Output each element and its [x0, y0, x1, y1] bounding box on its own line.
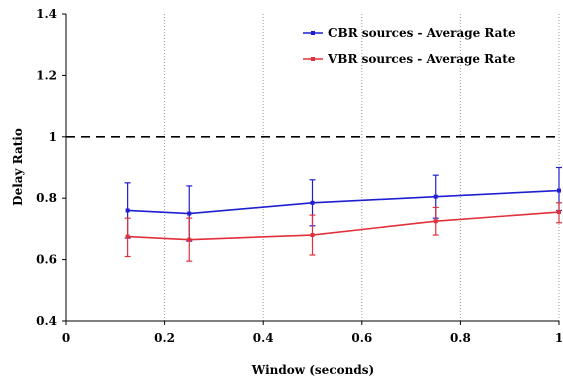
series-0 [124, 166, 562, 242]
x-tick-label-2: 0.4 [253, 331, 274, 345]
legend-marker-vbr [311, 57, 315, 61]
data-point-1-3 [433, 219, 438, 224]
legend-label-cbr: CBR sources - Average Rate [328, 26, 516, 40]
y-tick-label-4: 1.2 [36, 68, 57, 82]
y-tick-label-0: 0.4 [36, 314, 57, 328]
data-point-1-1 [187, 237, 192, 242]
series-line-0 [127, 189, 560, 215]
data-point-1-4 [557, 210, 561, 215]
data-point-0-0 [125, 208, 130, 213]
x-tick-label-0: 0 [62, 331, 70, 345]
data-point-1-2 [310, 233, 315, 238]
legend-label-vbr: VBR sources - Average Rate [327, 52, 516, 66]
series-1 [124, 202, 562, 262]
data-point-0-1 [187, 211, 192, 216]
data-point-0-2 [310, 200, 315, 205]
y-tick-label-2: 0.8 [36, 191, 57, 205]
y-tick-label-3: 1 [49, 130, 57, 144]
x-tick-label-1: 0.2 [154, 331, 175, 345]
axes [62, 13, 560, 325]
y-axis-title: Delay Ratio [11, 128, 25, 206]
data-point-0-4 [557, 188, 561, 193]
x-tick-label-3: 0.6 [351, 331, 372, 345]
y-tick-label-5: 1.4 [36, 7, 57, 21]
data-point-1-0 [125, 234, 130, 239]
x-tick-label-5: 1 [555, 331, 563, 345]
tick-labels: 0.4 0.6 0.8 1 1.2 1.4 0 0.2 0.4 0.6 0.8 1 [36, 7, 563, 345]
legend: CBR sources - Average Rate VBR sources -… [303, 26, 516, 66]
x-tick-label-4: 0.8 [450, 331, 471, 345]
y-tick-label-1: 0.6 [36, 253, 57, 267]
series-line-1 [127, 211, 560, 241]
x-axis-title: Window (seconds) [251, 363, 374, 377]
legend-marker-cbr [311, 31, 315, 35]
series-group [124, 166, 562, 262]
data-point-0-3 [433, 194, 438, 199]
